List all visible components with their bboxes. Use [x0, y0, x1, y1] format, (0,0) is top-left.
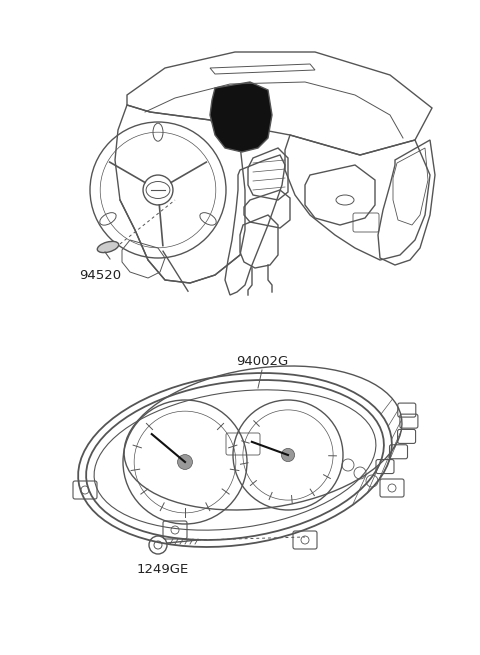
Text: 94520: 94520: [79, 269, 121, 282]
Circle shape: [281, 449, 295, 462]
Polygon shape: [210, 82, 272, 152]
Text: 94002G: 94002G: [236, 355, 288, 368]
Circle shape: [178, 455, 192, 470]
Text: 1249GE: 1249GE: [137, 563, 189, 576]
Ellipse shape: [97, 242, 119, 253]
